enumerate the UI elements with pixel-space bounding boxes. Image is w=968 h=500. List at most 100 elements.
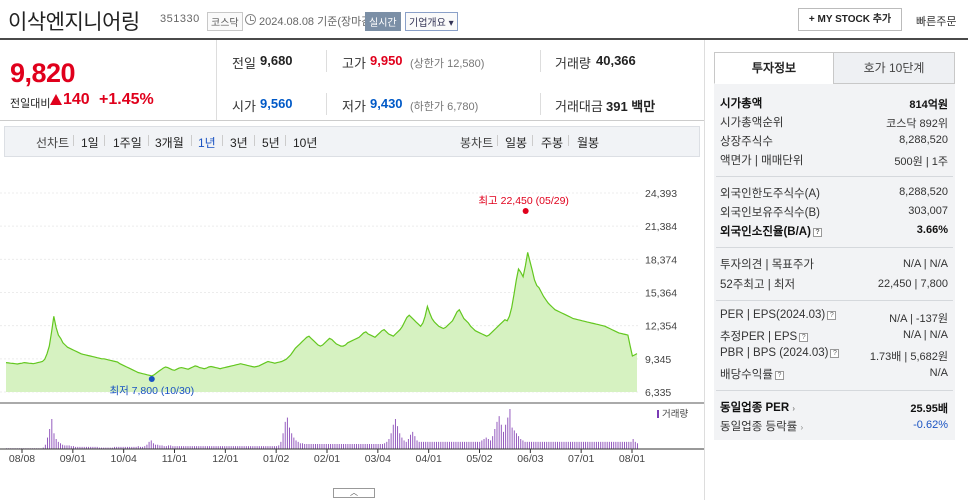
help-icon[interactable]: ? [799, 333, 809, 342]
period-5y[interactable]: 5년 [262, 136, 280, 150]
period-divider [73, 135, 74, 146]
volume-bar [232, 446, 234, 449]
volume-bar [606, 441, 608, 449]
high-annotation: 최고 22,450 (05/29) [478, 195, 569, 207]
period-3m[interactable]: 3개월 [155, 136, 184, 150]
volume-bar [531, 441, 533, 449]
volume-bar [256, 446, 258, 449]
help-icon[interactable]: ? [812, 228, 822, 237]
info-divider [716, 300, 953, 301]
volume-bar [215, 446, 217, 449]
volume-legend-swatch [657, 410, 659, 418]
info-label[interactable]: 동일업종 PER › [720, 399, 795, 415]
volume-bar [42, 447, 44, 449]
period-1d[interactable]: 1일 [81, 136, 99, 150]
help-icon[interactable]: ? [774, 371, 784, 380]
volume-bar [578, 441, 580, 449]
volume-bar [137, 446, 139, 449]
summary-divider [0, 120, 704, 121]
volume-bar [196, 446, 198, 449]
volume-bar [202, 446, 204, 449]
volume-bar [83, 446, 85, 449]
period-10y[interactable]: 10년 [293, 136, 318, 150]
volume-bar [477, 441, 478, 449]
volume-bar [637, 443, 638, 449]
volume-bar [356, 444, 357, 449]
volume-bar [524, 441, 526, 449]
candle-monthly[interactable]: 월봉 [577, 136, 600, 150]
period-divider [285, 135, 286, 146]
volume-bar [98, 447, 100, 449]
info-value: 303,007 [908, 205, 948, 217]
candle-daily[interactable]: 일봉 [505, 136, 528, 150]
volume-bar [362, 444, 364, 449]
volume-bar [189, 446, 191, 449]
volume-bar [479, 441, 481, 449]
volume-bar [425, 441, 427, 449]
tab-invest-info[interactable]: 투자정보 [714, 52, 834, 84]
price-divider [216, 40, 217, 120]
fast-order-link[interactable]: 빠른주문 [916, 16, 957, 28]
volume-bar [388, 439, 390, 449]
volume-bar [62, 444, 64, 449]
x-tick-label: 07/01 [568, 453, 594, 465]
clock-icon [245, 14, 256, 25]
info-label: 52주최고 | 최저 [720, 279, 796, 291]
volume-bar [405, 441, 407, 449]
help-icon[interactable]: ? [827, 311, 837, 320]
volume-bar [219, 446, 221, 449]
change-percent: +1.45% [99, 91, 154, 108]
realtime-badge[interactable]: 실시간 [365, 12, 401, 31]
volume-bar [142, 446, 144, 449]
volume-bar [120, 446, 122, 449]
volume-bar [379, 444, 381, 449]
volume-bar [226, 446, 228, 449]
period-divider [148, 135, 149, 146]
volume-bar [321, 444, 323, 449]
volume-bar [624, 441, 625, 449]
volume-bar [522, 440, 524, 449]
volume-bar [79, 446, 81, 449]
volume-bar [44, 444, 46, 449]
volume-bar [183, 446, 185, 449]
tab-quote-10[interactable]: 호가 10단계 [833, 52, 955, 84]
info-value: 8,288,520 [899, 134, 948, 146]
volume-bar [187, 446, 189, 449]
info-label: 상장주식수 [720, 136, 773, 148]
my-stock-add-button[interactable]: + MY STOCK 추가 [798, 8, 902, 31]
volume-bar [615, 441, 617, 449]
upper-limit: (상한가 12,580) [410, 58, 485, 70]
info-label: 액면가 | 매매단위 [720, 155, 804, 167]
candle-weekly[interactable]: 주봉 [541, 136, 564, 150]
chart-scroll-handle[interactable]: ︿ [333, 488, 375, 498]
volume-bar [336, 444, 338, 449]
corp-overview-dropdown[interactable]: 기업개요 ▾ [405, 12, 458, 31]
volume-bar [431, 441, 433, 449]
volume-bar [163, 446, 165, 449]
volume-bar [567, 441, 569, 449]
info-label-text: 배당수익률 [720, 369, 773, 381]
period-1y[interactable]: 1년 [198, 136, 216, 150]
volume-bar [570, 441, 571, 449]
info-label[interactable]: 동일업종 등락률 › [720, 418, 803, 434]
price-chart[interactable]: 24,393 21,384 18,374 15,364 12,354 9,345 6,335… [0, 170, 704, 492]
volume-bar [600, 441, 602, 449]
volume-bar [85, 446, 87, 449]
trade-amount-value: 391 백만 [606, 99, 656, 114]
stat-divider [540, 93, 541, 115]
help-icon[interactable]: ? [830, 349, 840, 358]
volume-bar [444, 441, 446, 449]
volume-bar [418, 441, 420, 449]
x-tick-label: 06/03 [517, 453, 543, 465]
volume-bar [589, 441, 591, 449]
period-3y[interactable]: 3년 [230, 136, 248, 150]
volume-bar [582, 441, 584, 449]
period-divider [222, 135, 223, 146]
volume-bar [222, 446, 223, 449]
volume-bar [563, 441, 565, 449]
volume-bar [144, 446, 146, 449]
volume-bar [273, 446, 275, 449]
y-tick-label: 12,354 [645, 321, 677, 333]
prev-close-value: 9,680 [260, 53, 293, 68]
period-1w[interactable]: 1주일 [113, 136, 142, 150]
